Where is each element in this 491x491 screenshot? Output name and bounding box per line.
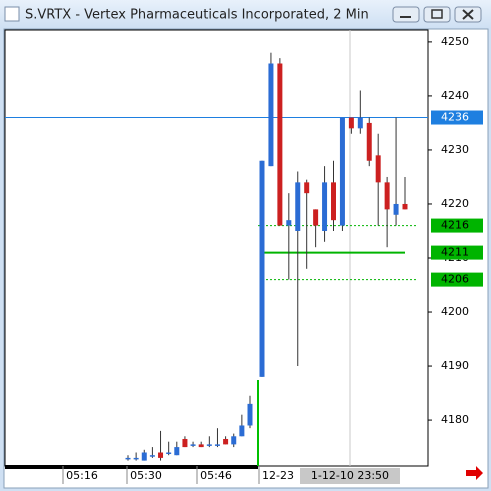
y-tick-label: 4190 — [441, 359, 469, 372]
candle-body — [182, 438, 188, 448]
window-icon — [4, 6, 20, 22]
y-tick-label: 4180 — [441, 413, 469, 426]
scroll-arrow[interactable] — [466, 466, 483, 480]
candle-body — [286, 220, 292, 226]
candle-body — [268, 63, 274, 167]
y-tick-label: 4200 — [441, 305, 469, 318]
candle-body — [125, 457, 131, 460]
candle-body — [133, 457, 139, 460]
y-tick-label: 4220 — [441, 197, 469, 210]
maximize-icon — [431, 9, 443, 19]
candle-body — [149, 455, 155, 457]
candle-body — [166, 452, 172, 454]
minimize-button[interactable] — [392, 6, 420, 23]
price-tag-label: 4236 — [441, 111, 469, 124]
plot-area — [4, 29, 429, 467]
x-tick-label: 12-23 — [262, 469, 294, 482]
candle-body — [190, 444, 196, 446]
candle-body — [366, 122, 372, 161]
cursor-label-box — [300, 468, 400, 484]
candle-body — [384, 182, 390, 210]
price-tag — [431, 272, 483, 287]
y-tick-label: 4240 — [441, 89, 469, 102]
price-tag-label: 4216 — [441, 219, 469, 232]
y-tick-label: 4230 — [441, 143, 469, 156]
window-buttons — [392, 6, 482, 23]
candle-body — [223, 438, 229, 445]
maximize-button[interactable] — [423, 6, 451, 23]
close-icon — [462, 9, 474, 20]
candle-body — [322, 182, 328, 231]
candle-body — [393, 203, 399, 215]
x-tick-label: 05:16 — [66, 469, 98, 482]
candle-body — [375, 155, 381, 183]
candle-body — [259, 160, 265, 377]
candle-body — [239, 425, 245, 437]
price-tag — [431, 218, 483, 233]
candle-body — [339, 117, 345, 226]
y-tick-label: 4250 — [441, 35, 469, 48]
candle-body — [357, 117, 363, 129]
price-tag-label: 4211 — [441, 246, 469, 259]
candle-body — [277, 63, 283, 226]
candle-body — [402, 203, 408, 210]
price-tag — [431, 245, 483, 260]
price-tag — [431, 110, 483, 125]
window-title: S.VRTX - Vertex Pharmaceuticals Incorpor… — [25, 8, 369, 23]
candle-body — [331, 182, 336, 221]
candle-body — [231, 436, 237, 445]
candle-body — [214, 444, 220, 446]
cursor-label: 1-12-10 23:50 — [311, 469, 389, 482]
candle-body — [348, 117, 354, 129]
candle-body — [141, 452, 147, 461]
candle-body — [295, 182, 301, 231]
candle-body — [174, 447, 180, 456]
candle-body — [198, 444, 204, 448]
x-tick-label: 05:46 — [200, 469, 232, 482]
candle-body — [304, 182, 310, 194]
candle-body — [247, 403, 253, 426]
price-tag-label: 4206 — [441, 273, 469, 286]
candle-body — [158, 452, 164, 458]
candle-body — [313, 209, 319, 226]
x-tick-label: 05:30 — [130, 469, 162, 482]
candle-body — [206, 444, 212, 446]
